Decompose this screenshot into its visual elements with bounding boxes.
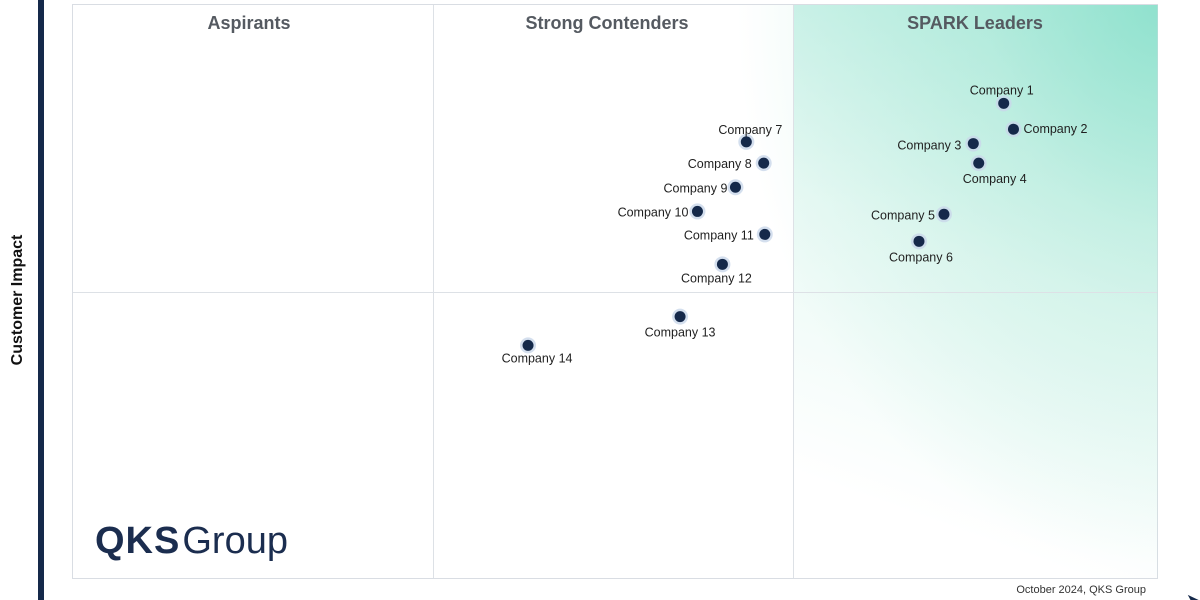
quadrant-title-spark-leaders: SPARK Leaders bbox=[907, 13, 1043, 33]
company-4-point bbox=[973, 157, 985, 169]
company-11-point bbox=[759, 228, 771, 240]
qks-group-logo: QKSGroup bbox=[95, 520, 288, 563]
company-9-point bbox=[729, 181, 741, 193]
company-10-point bbox=[691, 205, 703, 217]
y-axis-label: Customer Impact bbox=[9, 234, 26, 366]
company-14-point bbox=[522, 339, 534, 351]
quadrant-divider-2 bbox=[793, 5, 794, 578]
company-2-point bbox=[1007, 123, 1019, 135]
footnote: October 2024, QKS Group bbox=[1016, 584, 1146, 596]
scatter-plot: Company 1 Company 2 Company 3 Company 4 Comp… bbox=[502, 83, 1088, 365]
company-12-label: Company 12 bbox=[681, 271, 752, 285]
quadrant-divider-horizontal bbox=[73, 292, 1157, 293]
company-9-label: Company 9 bbox=[664, 181, 728, 195]
plot-area: Aspirants Strong Contenders SPARK Leader… bbox=[72, 4, 1158, 579]
logo-primary: QKS bbox=[95, 520, 181, 562]
logo-secondary: Group bbox=[182, 520, 288, 562]
company-1-point bbox=[998, 97, 1010, 109]
leaders-highlight bbox=[793, 5, 1158, 578]
company-5-label: Company 5 bbox=[871, 208, 935, 222]
company-14-label: Company 14 bbox=[502, 351, 573, 365]
company-10-label: Company 10 bbox=[618, 205, 689, 219]
company-12-point bbox=[716, 258, 728, 270]
quadrant-divider-1 bbox=[433, 5, 434, 578]
company-8-label: Company 8 bbox=[688, 157, 752, 171]
company-13-point bbox=[674, 311, 686, 323]
quadrant-title-strong-contenders: Strong Contenders bbox=[525, 13, 689, 33]
company-4-label: Company 4 bbox=[963, 172, 1027, 186]
company-6-label: Company 6 bbox=[889, 250, 953, 264]
company-5-point bbox=[938, 208, 950, 220]
company-7-label: Company 7 bbox=[718, 123, 782, 137]
arrow-icon: ➤ bbox=[1186, 590, 1199, 600]
company-8-point bbox=[758, 157, 770, 169]
company-6-point bbox=[913, 235, 925, 247]
company-2-label: Company 2 bbox=[1023, 122, 1087, 136]
company-3-point bbox=[967, 138, 979, 150]
y-axis-bar bbox=[38, 0, 44, 600]
company-13-label: Company 13 bbox=[645, 326, 716, 340]
quadrant-title-aspirants: Aspirants bbox=[207, 13, 291, 33]
company-11-label: Company 11 bbox=[684, 228, 754, 242]
company-7-point bbox=[740, 136, 752, 148]
company-3-label: Company 3 bbox=[897, 139, 961, 153]
company-1-label: Company 1 bbox=[970, 83, 1034, 97]
